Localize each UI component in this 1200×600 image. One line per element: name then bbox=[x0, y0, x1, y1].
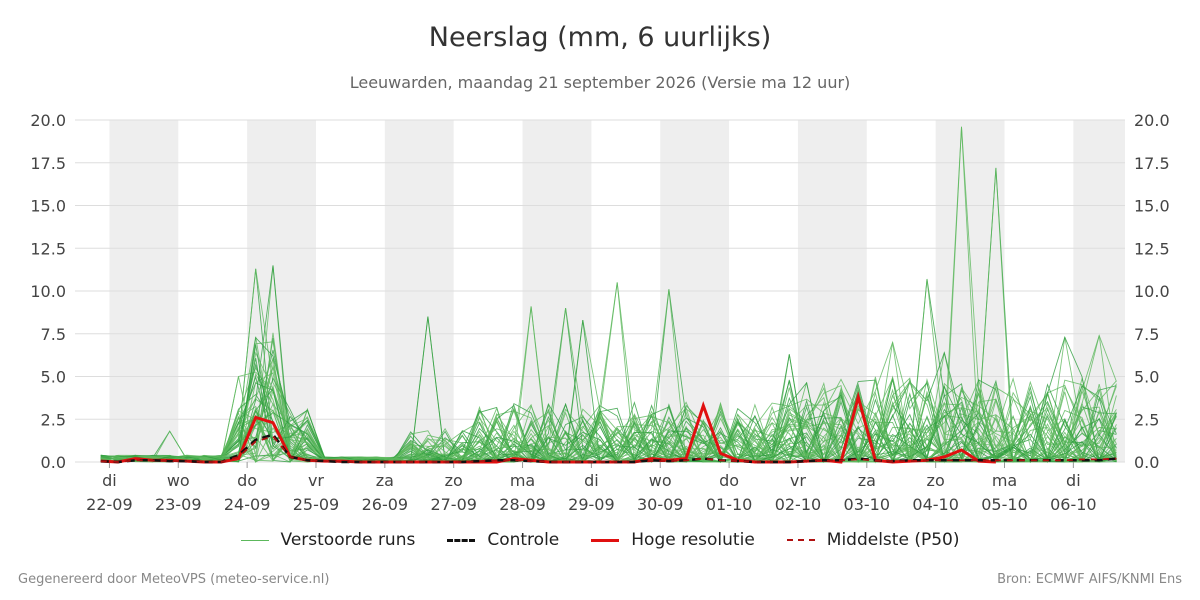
x-tick-date: 26-09 bbox=[362, 495, 409, 514]
x-tick-date: 02-10 bbox=[775, 495, 822, 514]
x-tick-date: 29-09 bbox=[568, 495, 615, 514]
legend-label: Middelste (P50) bbox=[826, 530, 960, 550]
ensemble-member-line bbox=[100, 282, 1117, 464]
footer-source: Bron: ECMWF AIFS/KNMI Ens bbox=[997, 572, 1182, 587]
y-tick-label-right: 7.5 bbox=[1134, 325, 1159, 344]
y-tick-label-right: 5.0 bbox=[1134, 368, 1159, 387]
legend-swatch-dashed-red bbox=[786, 539, 815, 541]
x-tick-date: 25-09 bbox=[293, 495, 340, 514]
x-tick-day: vr bbox=[790, 471, 806, 490]
legend-item-controle: Controle bbox=[447, 530, 559, 550]
x-tick-date: 06-10 bbox=[1050, 495, 1097, 514]
ensemble-member-line bbox=[100, 351, 1117, 464]
footer-generated-by: Gegenereerd door MeteoVPS (meteo-service… bbox=[18, 572, 330, 587]
x-tick-day: vr bbox=[308, 471, 324, 490]
x-tick-date: 23-09 bbox=[155, 495, 202, 514]
x-tick-day: di bbox=[102, 471, 117, 490]
x-tick-day: do bbox=[719, 471, 739, 490]
ensemble-member-line bbox=[100, 379, 1117, 464]
series-line-hoge-resolutie bbox=[100, 391, 996, 464]
y-tick-label-left: 2.5 bbox=[41, 410, 66, 429]
x-tick-day: zo bbox=[927, 471, 945, 490]
ensemble-member-line bbox=[100, 358, 1117, 463]
ensemble-member-line bbox=[100, 383, 1117, 463]
y-tick-label-right: 2.5 bbox=[1134, 410, 1159, 429]
x-tick-day: ma bbox=[992, 471, 1017, 490]
x-tick-day: ma bbox=[510, 471, 535, 490]
legend-item-verstoorde-runs: Verstoorde runs bbox=[240, 530, 416, 550]
legend-item-middelste: Middelste (P50) bbox=[786, 530, 960, 550]
legend-item-hoge-resolutie: Hoge resolutie bbox=[591, 530, 755, 550]
y-tick-label-left: 10.0 bbox=[30, 282, 66, 301]
y-tick-label-left: 0.0 bbox=[41, 453, 66, 472]
x-tick-day: zo bbox=[445, 471, 463, 490]
x-tick-day: wo bbox=[167, 471, 190, 490]
chart-legend: Verstoorde runs Controle Hoge resolutie … bbox=[0, 530, 1200, 550]
chart-title: Neerslag (mm, 6 uurlijks) bbox=[428, 22, 772, 53]
series-line-controle bbox=[100, 433, 1117, 464]
y-tick-label-right: 0.0 bbox=[1134, 453, 1159, 472]
legend-swatch-thin bbox=[240, 539, 269, 541]
y-tick-label-left: 7.5 bbox=[41, 325, 66, 344]
legend-label: Controle bbox=[487, 530, 560, 550]
y-tick-label-left: 17.5 bbox=[30, 154, 66, 173]
ensemble-member-line bbox=[100, 379, 1117, 464]
ensemble-member-line bbox=[100, 308, 1117, 463]
x-tick-day: za bbox=[858, 471, 876, 490]
ensemble-member-line bbox=[100, 362, 1117, 463]
x-tick-date: 30-09 bbox=[637, 495, 684, 514]
ensemble-member-line bbox=[100, 380, 1117, 463]
x-tick-date: 27-09 bbox=[430, 495, 477, 514]
x-tick-date: 05-10 bbox=[981, 495, 1028, 514]
y-tick-label-right: 12.5 bbox=[1134, 239, 1170, 258]
legend-swatch-thick bbox=[591, 538, 620, 542]
chart-subtitle: Leeuwarden, maandag 21 september 2026 (V… bbox=[349, 73, 851, 92]
legend-label: Verstoorde runs bbox=[280, 530, 416, 550]
y-tick-label-left: 12.5 bbox=[30, 239, 66, 258]
x-tick-date: 04-10 bbox=[912, 495, 959, 514]
x-tick-date: 22-09 bbox=[86, 495, 133, 514]
series-line-middelste-p50- bbox=[100, 435, 1117, 463]
y-tick-label-left: 5.0 bbox=[41, 368, 66, 387]
x-tick-day: wo bbox=[649, 471, 672, 490]
legend-label: Hoge resolutie bbox=[631, 530, 755, 550]
y-tick-label-left: 15.0 bbox=[30, 197, 66, 216]
legend-swatch-dashed bbox=[447, 538, 476, 542]
y-tick-label-right: 10.0 bbox=[1134, 282, 1170, 301]
y-tick-label-right: 17.5 bbox=[1134, 154, 1170, 173]
x-tick-day: do bbox=[237, 471, 257, 490]
ensemble-member-line bbox=[100, 382, 1117, 464]
x-tick-date: 03-10 bbox=[844, 495, 891, 514]
x-tick-day: za bbox=[376, 471, 394, 490]
y-tick-label-left: 20.0 bbox=[30, 111, 66, 130]
ensemble-member-line bbox=[100, 320, 1117, 464]
y-tick-label-right: 15.0 bbox=[1134, 197, 1170, 216]
x-tick-day: di bbox=[1066, 471, 1081, 490]
ensemble-member-line bbox=[100, 268, 1117, 464]
x-tick-date: 24-09 bbox=[224, 495, 271, 514]
y-tick-label-right: 20.0 bbox=[1134, 111, 1170, 130]
x-tick-date: 28-09 bbox=[499, 495, 546, 514]
x-tick-date: 01-10 bbox=[706, 495, 753, 514]
x-tick-day: di bbox=[584, 471, 599, 490]
